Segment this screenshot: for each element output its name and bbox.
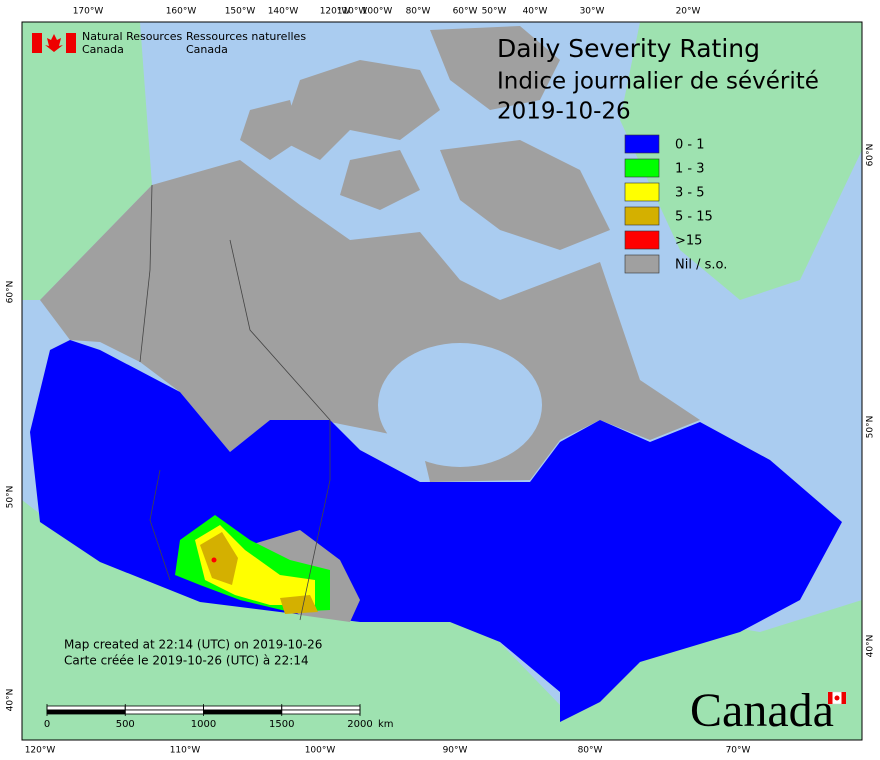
- legend-swatch: [624, 134, 660, 154]
- scale-label: 0: [44, 719, 50, 730]
- longitude-label: 150°W: [225, 7, 256, 17]
- longitude-label: 170°W: [73, 7, 104, 17]
- latitude-label: 40°N: [6, 689, 16, 712]
- boundary: [149, 469, 171, 581]
- longitude-label: 100°W: [305, 746, 336, 756]
- hudson-bay: [378, 343, 542, 467]
- org-en: Natural Resources: [82, 30, 183, 43]
- longitude-label: 120°W: [320, 7, 351, 17]
- latitude-label: 50°N: [6, 486, 16, 509]
- note: Map created at 22:14 (UTC) on 2019-10-26: [64, 638, 322, 652]
- scale-segment: [124, 705, 204, 711]
- boundary: [139, 184, 153, 363]
- maple-leaf: [834, 695, 840, 701]
- legend-swatch: [624, 254, 660, 274]
- latitude-label: 60°N: [866, 144, 876, 167]
- longitude-label: 110°W: [337, 7, 368, 17]
- longitude-label: 40°W: [523, 7, 548, 17]
- note: Carte créée le 2019-10-26 (UTC) à 22:14: [64, 654, 309, 668]
- title: Indice journalier de sévérité: [497, 69, 819, 95]
- legend-swatch: [624, 230, 660, 250]
- wordmark: Canada: [690, 684, 834, 737]
- rating-5-15: [280, 595, 318, 614]
- legend-label: 5 - 15: [675, 210, 713, 225]
- map-frame: [21, 21, 863, 741]
- greenland: [620, 22, 862, 300]
- arctic-island: [240, 100, 300, 160]
- rating-5-15: [200, 532, 238, 585]
- flag-bar: [32, 33, 42, 53]
- longitude-label: 70°W: [726, 746, 751, 756]
- scale-segment: [46, 705, 126, 711]
- longitude-label: 90°W: [443, 746, 468, 756]
- longitude-label: 20°W: [676, 7, 701, 17]
- legend-swatch: [624, 158, 660, 178]
- longitude-label: 60°W: [453, 7, 478, 17]
- canada-south: [30, 340, 842, 722]
- legend-swatch: [624, 182, 660, 202]
- legend-swatch: [624, 206, 660, 226]
- baffin-island: [440, 140, 610, 250]
- land: [22, 22, 862, 740]
- title: 2019-10-26: [497, 99, 631, 125]
- longitude-label: 120°W: [25, 746, 56, 756]
- flag-bar: [66, 33, 76, 53]
- longitude-label: 100°W: [362, 7, 393, 17]
- org-en: Canada: [82, 43, 124, 56]
- scale-unit: km: [378, 719, 394, 730]
- maple-leaf: [45, 34, 63, 52]
- arctic-island: [430, 26, 560, 110]
- title: Daily Severity Rating: [497, 34, 760, 63]
- longitude-label: 50°W: [482, 7, 507, 17]
- flag-bar: [841, 692, 846, 704]
- logo: [32, 33, 76, 53]
- scale-label: 2000: [347, 719, 372, 730]
- scale-segment: [46, 709, 126, 715]
- scale-segment: [203, 709, 283, 715]
- arctic-island: [340, 150, 420, 210]
- usa: [22, 500, 862, 740]
- legend-label: 1 - 3: [675, 162, 705, 177]
- scale-segment: [124, 709, 204, 715]
- arctic-island: [280, 60, 440, 160]
- latitude-label: 60°N: [6, 281, 16, 304]
- longitude-label: 110°W: [170, 746, 201, 756]
- latitude-label: 40°N: [866, 635, 876, 658]
- longitude-label: 30°W: [580, 7, 605, 17]
- org-fr: Canada: [186, 43, 228, 56]
- legend-label: >15: [675, 234, 702, 249]
- scale-label: 1000: [191, 719, 216, 730]
- flag-bar: [828, 692, 833, 704]
- scale-segment: [281, 709, 361, 715]
- alaska: [22, 22, 152, 300]
- scale-label: 1500: [269, 719, 294, 730]
- org-fr: Ressources naturelles: [186, 30, 306, 43]
- legend-label: Nil / s.o.: [675, 258, 727, 273]
- rating-over-15: [211, 557, 217, 563]
- longitude-label: 80°W: [406, 7, 431, 17]
- wordmark-flag: [827, 691, 847, 705]
- scale-label: 500: [116, 719, 135, 730]
- latitude-label: 50°N: [866, 416, 876, 439]
- boundary: [229, 239, 331, 621]
- longitude-label: 140°W: [268, 7, 299, 17]
- longitude-label: 80°W: [578, 746, 603, 756]
- legend-label: 3 - 5: [675, 186, 705, 201]
- scale-segment: [203, 705, 283, 711]
- legend-label: 0 - 1: [675, 138, 705, 153]
- scale-segment: [281, 705, 361, 711]
- longitude-label: 160°W: [166, 7, 197, 17]
